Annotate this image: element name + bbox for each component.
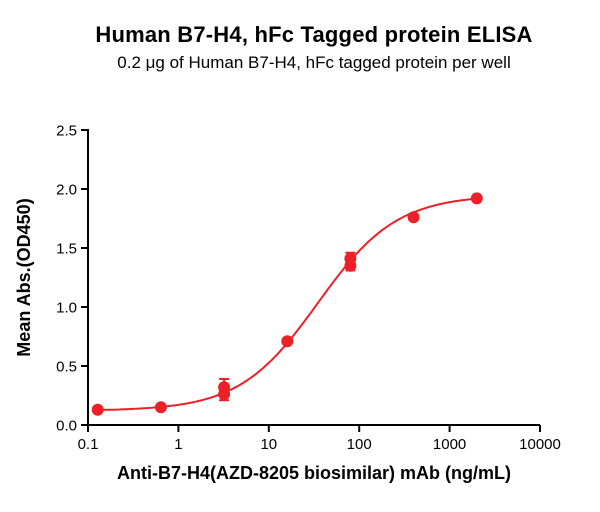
y-tick-label: 0.0	[56, 418, 77, 435]
x-tick-label: 0.1	[78, 436, 99, 453]
x-tick-label: 10	[260, 436, 277, 453]
x-tick-label: 1	[174, 436, 182, 453]
y-tick-label: 1.0	[56, 300, 77, 317]
x-tick-labels: 0.1 1 10 100 1000 10000	[78, 436, 561, 453]
tick-marks	[81, 129, 541, 432]
y-tick-label: 2.5	[56, 123, 77, 140]
y-tick-label: 2.0	[56, 182, 77, 199]
data-point	[407, 211, 420, 224]
data-point	[470, 192, 483, 205]
chart-subtitle: 0.2 μg of Human B7-H4, hFc tagged protei…	[117, 53, 511, 72]
x-tick-label: 1000	[433, 436, 466, 453]
fit-curve	[97, 197, 477, 412]
y-tick-labels: 0.0 0.5 1.0 1.5 2.0 2.5	[56, 123, 77, 435]
data-point	[344, 259, 357, 272]
data-point	[154, 401, 167, 414]
chart-title: Human B7-H4, hFc Tagged protein ELISA	[95, 22, 533, 47]
data-points	[91, 192, 483, 416]
error-bars	[219, 251, 356, 402]
data-point	[91, 403, 104, 416]
x-tick-label: 100	[347, 436, 372, 453]
data-point	[281, 335, 294, 348]
y-tick-label: 0.5	[56, 359, 77, 376]
y-tick-label: 1.5	[56, 241, 77, 258]
x-axis-title: Anti-B7-H4(AZD-8205 biosimilar) mAb (ng/…	[117, 463, 511, 483]
axis-frame	[87, 129, 540, 426]
y-axis-title: Mean Abs.(OD450)	[14, 198, 34, 356]
axes	[87, 129, 540, 426]
x-tick-label: 10000	[519, 436, 561, 453]
data-point	[218, 388, 231, 401]
